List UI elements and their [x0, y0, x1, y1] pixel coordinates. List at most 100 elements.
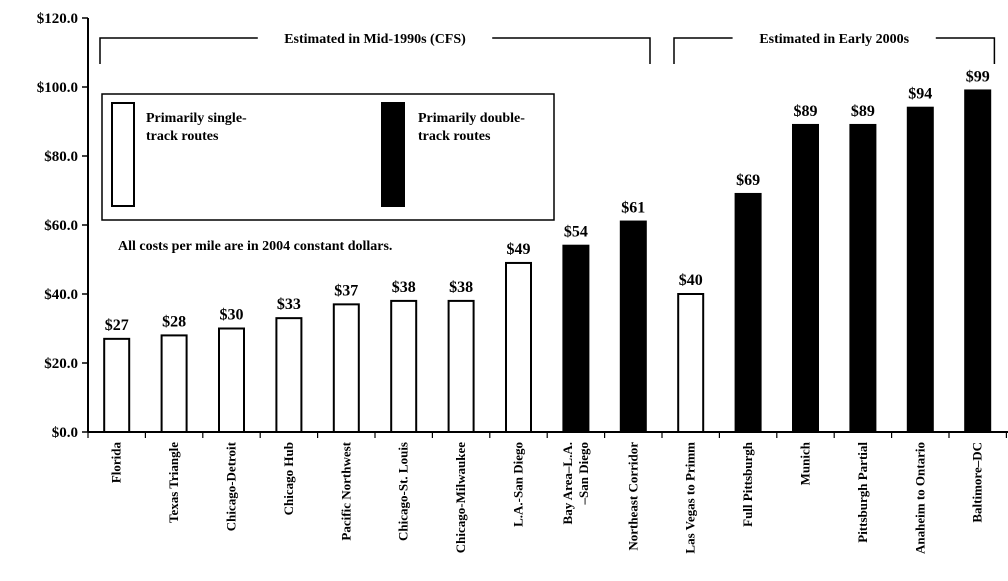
category-label: Chicago Hub [281, 442, 296, 515]
category-label-line: L.A.-San Diego [511, 442, 526, 527]
bar [849, 123, 877, 433]
category-label-line: Texas Triangle [166, 442, 181, 523]
bar [332, 303, 360, 434]
category-label: Chicago-Detroit [224, 441, 239, 531]
category-label: Full Pittsburgh [740, 441, 755, 527]
bars [103, 89, 992, 434]
category-label-line: Chicago-Detroit [224, 441, 239, 531]
bar-value-label: $69 [736, 172, 760, 189]
category-label-line: Bay Area–L.A. [560, 442, 575, 524]
category-label: Anaheim to Ontario [912, 442, 927, 554]
category-label-text: Anaheim to Ontario [912, 442, 927, 554]
group-label: Estimated in Early 2000s [759, 32, 909, 47]
category-label: Chicago-Milwaukee [453, 442, 468, 553]
legend-swatch-double [381, 102, 405, 207]
category-label-text: Full Pittsburgh [740, 441, 755, 527]
category-label-text: Texas Triangle [166, 442, 181, 523]
category-label-line: Pacific Northwest [338, 441, 353, 540]
category-label-text: Pacific Northwest [338, 441, 353, 540]
category-label-text: Chicago-Milwaukee [453, 442, 468, 553]
category-label-line: Baltimore–DC [970, 442, 985, 523]
category-label-text: Las Vegas to Primm [683, 442, 698, 554]
bar-value-label: $38 [449, 279, 473, 296]
category-label-text: Baltimore–DC [970, 442, 985, 523]
y-tick-label: $20.0 [44, 356, 78, 372]
bar-value-label: $89 [851, 103, 875, 120]
bar-value-label: $27 [105, 317, 129, 334]
category-label: Chicago-St. Louis [396, 442, 411, 541]
category-labels: Florida Texas Triangle Chicago-Detroit Chic… [109, 441, 985, 554]
category-label: Pacific Northwest [338, 441, 353, 540]
y-tick-label: $100.0 [37, 80, 78, 96]
bar-value-label: $49 [507, 241, 531, 258]
y-tick-label: $40.0 [44, 287, 78, 303]
bar [160, 334, 188, 433]
y-tick-label: $0.0 [52, 425, 78, 441]
y-tick-label: $120.0 [37, 11, 78, 27]
bar-value-label: $61 [621, 200, 645, 217]
bar-value-label: $37 [334, 282, 358, 299]
category-label-line: –San Diego [576, 442, 591, 505]
category-label-line: Northeast Corridor [625, 442, 640, 551]
category-label: Pittsburgh Partial [855, 442, 870, 543]
bar [218, 327, 245, 433]
bar [619, 220, 647, 433]
category-label-line: Chicago-St. Louis [396, 442, 411, 541]
category-label-text: Chicago-Detroit [224, 441, 239, 531]
bar [906, 106, 934, 433]
bar [275, 317, 303, 433]
legend-swatch-single [111, 102, 135, 207]
category-label-text: Chicago Hub [281, 442, 296, 515]
category-label-line: Chicago-Milwaukee [453, 442, 468, 553]
category-label: Northeast Corridor [625, 442, 640, 551]
y-axis-ticks: $0.0 $20.0 $40.0 $60.0 $80.0 $100.0 $120.0 [37, 11, 1008, 441]
category-label-text: Chicago-St. Louis [396, 442, 411, 541]
category-label: Bay Area–L.A.–San Diego [560, 442, 591, 524]
category-label: Texas Triangle [166, 442, 181, 523]
category-label-text: Florida [109, 442, 124, 484]
category-label-line: Las Vegas to Primm [683, 442, 698, 554]
group-bracket-right [935, 37, 996, 64]
bar [734, 192, 762, 433]
bar-value-label: $94 [908, 86, 932, 103]
bar [447, 299, 475, 433]
bar [103, 337, 131, 434]
bar-value-label: $30 [220, 307, 244, 324]
category-label-line: Pittsburgh Partial [855, 442, 870, 543]
bar [505, 261, 532, 434]
group-bracket-left [673, 37, 733, 64]
category-label: L.A.-San Diego [511, 442, 526, 527]
category-label-text: Munich [798, 441, 813, 485]
category-label: Baltimore–DC [970, 442, 985, 523]
bar-value-label: $28 [162, 313, 186, 330]
legend-box [101, 93, 555, 221]
bar [792, 123, 819, 433]
category-label: Munich [798, 441, 813, 485]
bar-value-label: $38 [392, 279, 416, 296]
category-label-line: Anaheim to Ontario [912, 442, 927, 554]
group-label: Estimated in Mid-1990s (CFS) [284, 32, 466, 47]
bar-value-label: $40 [679, 272, 703, 289]
bar [390, 299, 418, 433]
category-label-text: Bay Area–L.A.–San Diego [560, 442, 591, 524]
y-tick-label: $80.0 [44, 149, 78, 165]
bar-value-label: $54 [564, 224, 588, 241]
group-bracket-right [492, 37, 651, 64]
legend-label-double: track routes [418, 129, 491, 144]
category-label-line: Chicago Hub [281, 442, 296, 515]
bar-value-label: $99 [966, 68, 990, 85]
annotation-note: All costs per mile are in 2004 constant … [118, 239, 392, 254]
category-label: Florida [109, 442, 124, 484]
value-labels: $27 $28 $30 $33 $37 $38 $38 $49 $54 $61 $40 $69 $89 $… [105, 68, 990, 333]
legend: Primarily single-track routes Primarily d… [101, 93, 555, 221]
bar [562, 244, 590, 433]
group-brackets: Estimated in Mid-1990s (CFS) Estimated in… [99, 32, 996, 64]
bar-value-label: $33 [277, 296, 301, 313]
category-label-text: L.A.-San Diego [511, 442, 526, 527]
bar [677, 293, 705, 433]
legend-label-single: Primarily single- [146, 111, 247, 126]
legend-label-single: track routes [146, 129, 219, 144]
bar-value-label: $89 [794, 103, 818, 120]
y-tick-label: $60.0 [44, 218, 78, 234]
